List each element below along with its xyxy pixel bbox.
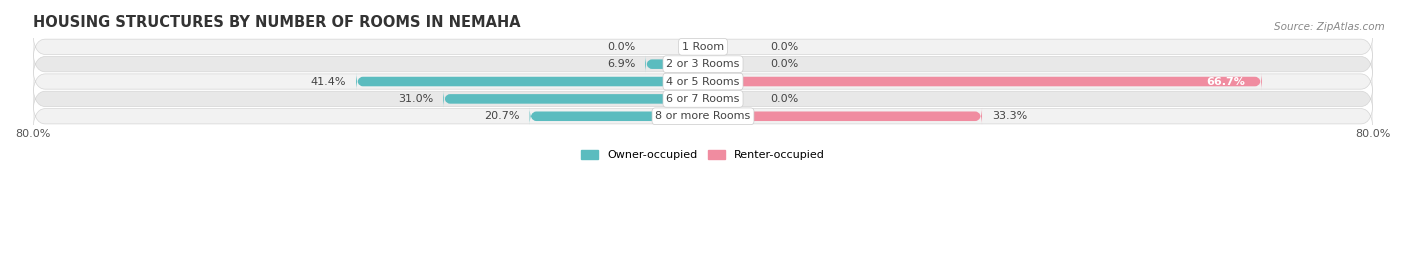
FancyBboxPatch shape — [703, 72, 1261, 91]
Text: 6 or 7 Rooms: 6 or 7 Rooms — [666, 94, 740, 104]
Text: 41.4%: 41.4% — [311, 76, 346, 87]
FancyBboxPatch shape — [703, 107, 981, 125]
Text: 6.9%: 6.9% — [607, 59, 636, 69]
Text: 0.0%: 0.0% — [770, 94, 799, 104]
Text: 0.0%: 0.0% — [607, 42, 636, 52]
FancyBboxPatch shape — [32, 29, 1374, 65]
Text: 0.0%: 0.0% — [770, 59, 799, 69]
Text: 4 or 5 Rooms: 4 or 5 Rooms — [666, 76, 740, 87]
FancyBboxPatch shape — [645, 55, 703, 73]
FancyBboxPatch shape — [32, 80, 1374, 117]
FancyBboxPatch shape — [32, 98, 1374, 135]
Text: Source: ZipAtlas.com: Source: ZipAtlas.com — [1274, 22, 1385, 31]
Text: 31.0%: 31.0% — [398, 94, 433, 104]
FancyBboxPatch shape — [32, 63, 1374, 100]
Text: 20.7%: 20.7% — [484, 111, 519, 121]
Legend: Owner-occupied, Renter-occupied: Owner-occupied, Renter-occupied — [576, 145, 830, 165]
Text: 1 Room: 1 Room — [682, 42, 724, 52]
FancyBboxPatch shape — [443, 90, 703, 108]
FancyBboxPatch shape — [356, 72, 703, 91]
Text: 8 or more Rooms: 8 or more Rooms — [655, 111, 751, 121]
Text: 2 or 3 Rooms: 2 or 3 Rooms — [666, 59, 740, 69]
FancyBboxPatch shape — [530, 107, 703, 125]
Text: 66.7%: 66.7% — [1206, 76, 1246, 87]
FancyBboxPatch shape — [32, 46, 1374, 83]
Text: HOUSING STRUCTURES BY NUMBER OF ROOMS IN NEMAHA: HOUSING STRUCTURES BY NUMBER OF ROOMS IN… — [32, 15, 520, 30]
Text: 33.3%: 33.3% — [993, 111, 1028, 121]
Text: 0.0%: 0.0% — [770, 42, 799, 52]
